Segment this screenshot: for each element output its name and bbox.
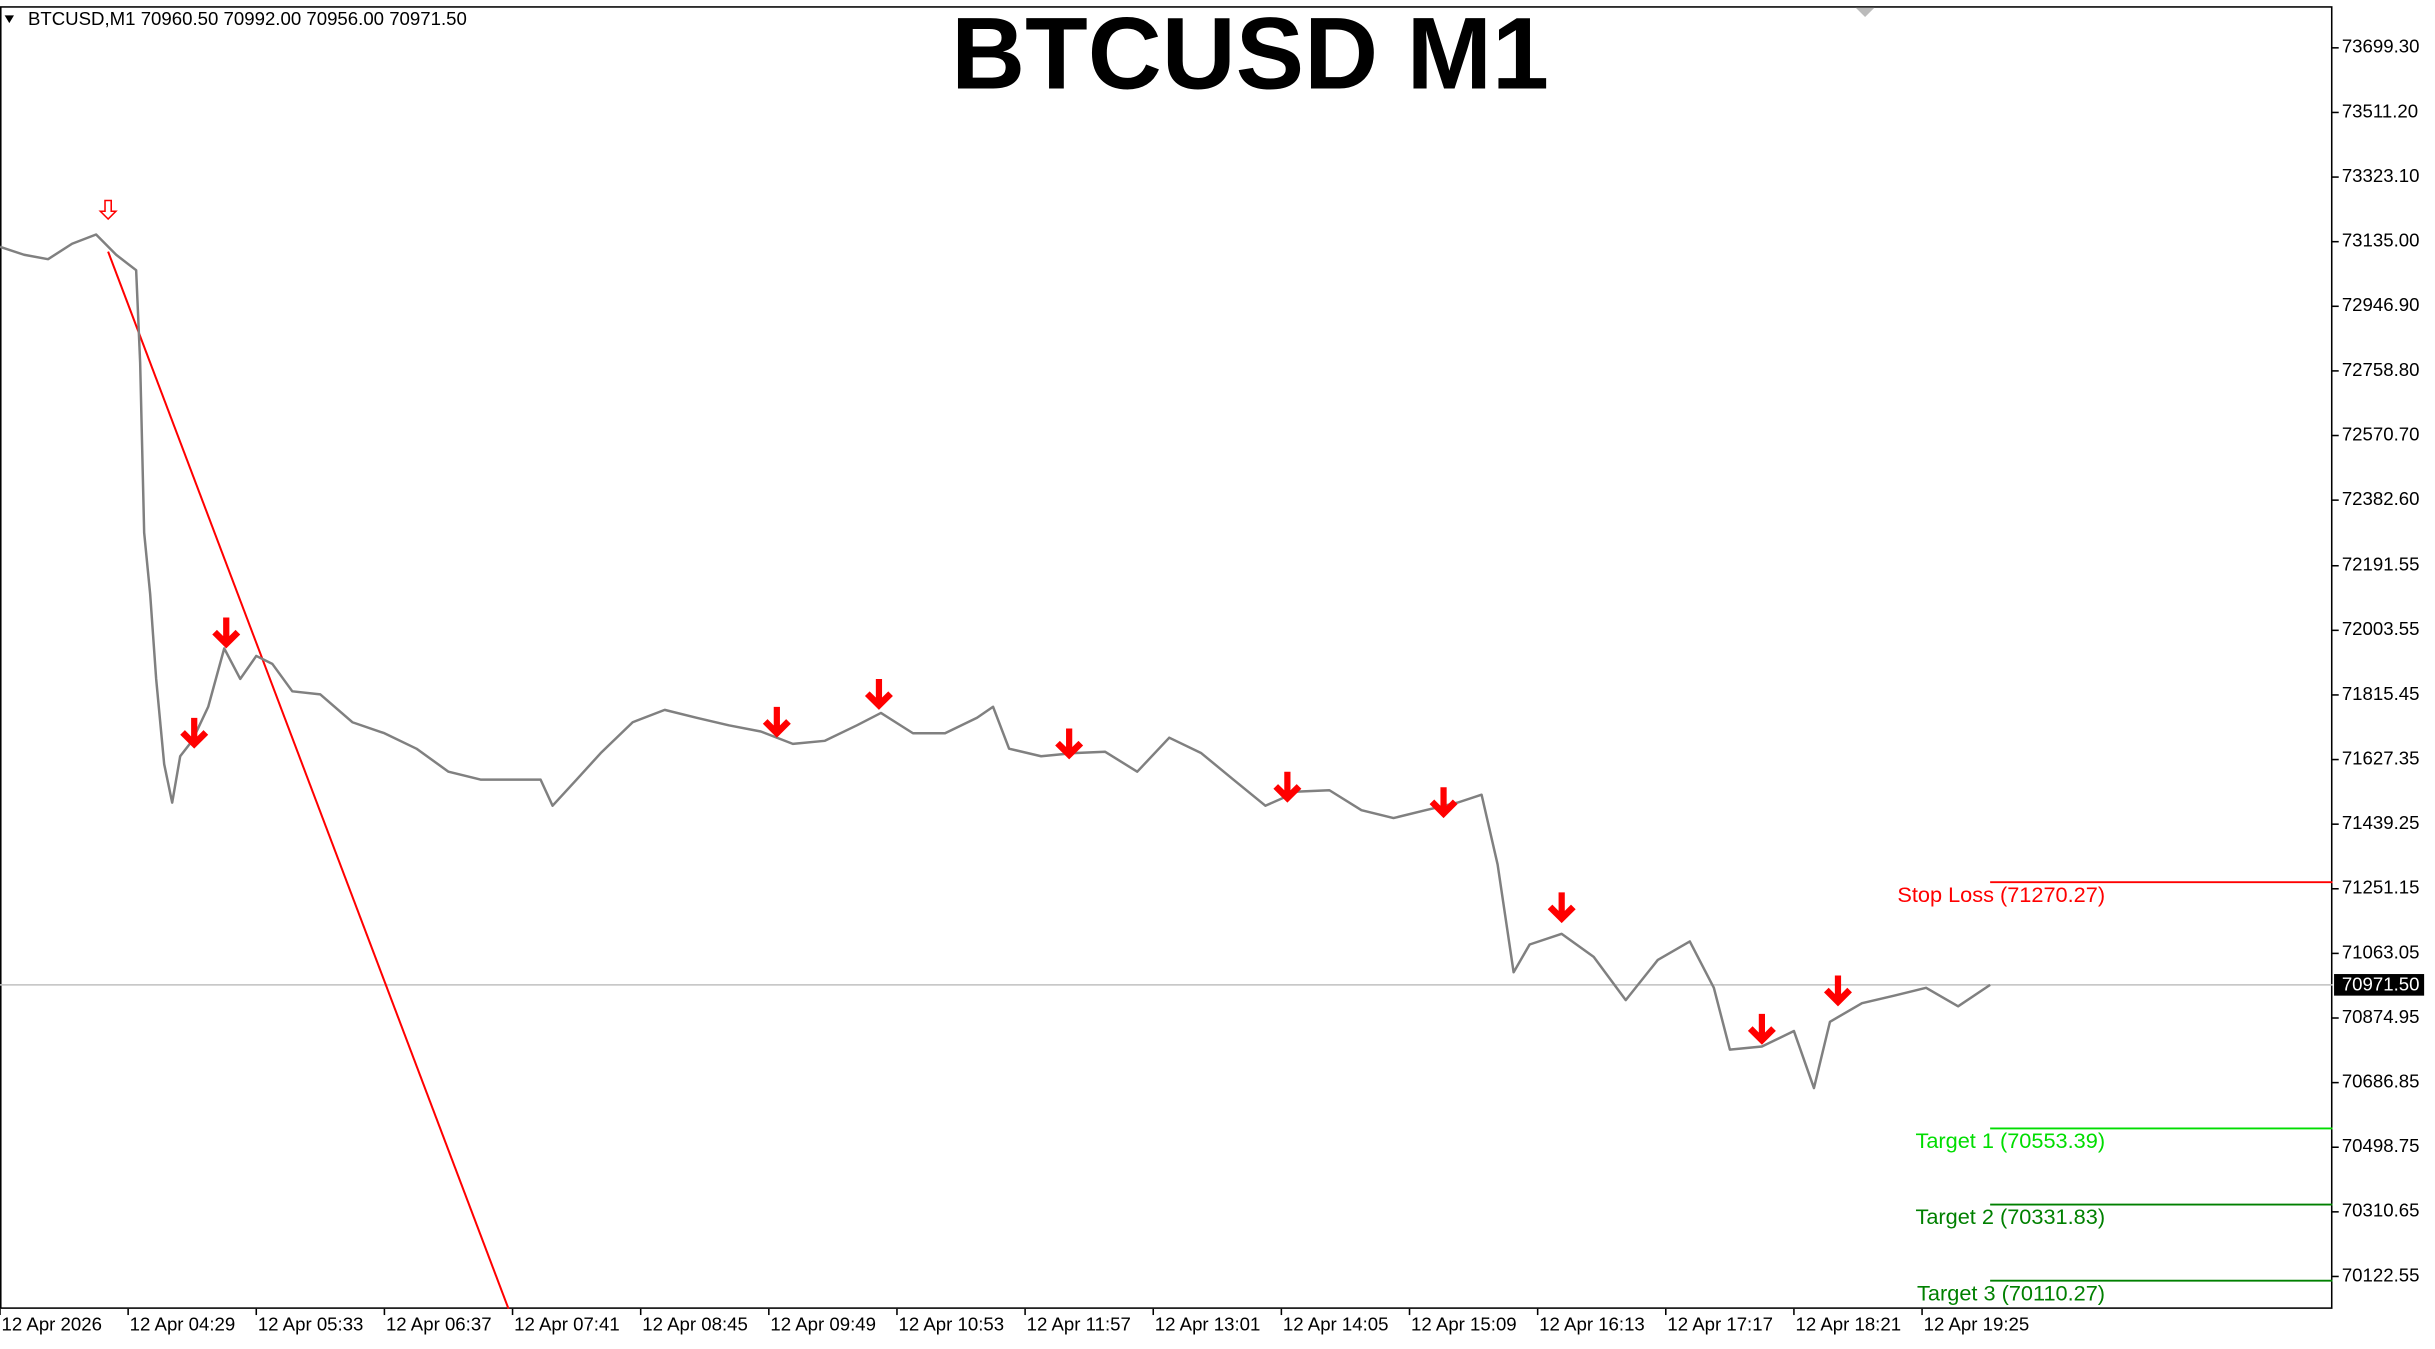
sell-arrow bbox=[1429, 787, 1458, 819]
scroll-marker bbox=[1855, 7, 1875, 17]
sell-arrow bbox=[864, 679, 893, 710]
sell-arrow bbox=[762, 706, 791, 738]
y-tick-label: 73135.00 bbox=[2342, 230, 2420, 251]
sell-arrow bbox=[1273, 771, 1302, 803]
y-tick-label: 70498.75 bbox=[2342, 1135, 2420, 1156]
y-tick-label: 70874.95 bbox=[2342, 1006, 2420, 1027]
x-tick-label: 12 Apr 16:13 bbox=[1539, 1314, 1645, 1335]
trendline bbox=[107, 251, 510, 1309]
sell-arrow bbox=[180, 717, 209, 749]
x-tick-label: 12 Apr 10:53 bbox=[899, 1314, 1005, 1335]
y-tick-label: 71439.25 bbox=[2342, 812, 2420, 833]
plot-frame bbox=[0, 6, 2333, 1309]
sell-arrow bbox=[1055, 728, 1084, 760]
signal-marker bbox=[98, 199, 118, 221]
level-label: Stop Loss (71270.27) bbox=[1897, 882, 2105, 907]
level-label: Target 1 (70553.39) bbox=[1915, 1128, 2105, 1153]
chart-header: BTCUSD,M1 70960.50 70992.00 70956.00 709… bbox=[28, 8, 467, 29]
level-label: Target 3 (70110.27) bbox=[1917, 1280, 2105, 1305]
y-tick-label: 72946.90 bbox=[2342, 294, 2420, 315]
x-tick-label: 12 Apr 09:49 bbox=[770, 1314, 876, 1335]
x-tick-label: 12 Apr 06:37 bbox=[386, 1314, 492, 1335]
y-tick-label: 72191.55 bbox=[2342, 554, 2420, 575]
chart-title: BTCUSD M1 bbox=[951, 0, 1549, 111]
level-label: Target 2 (70331.83) bbox=[1915, 1204, 2105, 1229]
y-tick-label: 71251.15 bbox=[2342, 877, 2420, 898]
x-tick-label: 12 Apr 11:57 bbox=[1027, 1314, 1131, 1335]
y-tick-label: 70310.65 bbox=[2342, 1200, 2420, 1221]
x-tick-label: 12 Apr 13:01 bbox=[1155, 1314, 1261, 1335]
y-tick-label: 71627.35 bbox=[2342, 748, 2420, 769]
x-tick-label: 12 Apr 17:17 bbox=[1667, 1314, 1773, 1335]
x-tick-label: 12 Apr 08:45 bbox=[642, 1314, 748, 1335]
y-tick-label: 72570.70 bbox=[2342, 423, 2420, 444]
x-tick-label: 12 Apr 18:21 bbox=[1795, 1314, 1901, 1335]
x-tick-label: 12 Apr 14:05 bbox=[1283, 1314, 1389, 1335]
current-price-tag bbox=[2334, 974, 2425, 996]
menu-triangle[interactable] bbox=[4, 15, 14, 24]
sell-arrow bbox=[1747, 1013, 1776, 1045]
x-tick-label: 12 Apr 15:09 bbox=[1411, 1314, 1517, 1335]
plot-area bbox=[0, 199, 2333, 1309]
y-tick-label: 72758.80 bbox=[2342, 359, 2420, 380]
current-price-label: 70971.50 bbox=[2342, 974, 2420, 995]
x-tick-label: 12 Apr 07:41 bbox=[514, 1314, 620, 1335]
sell-arrow bbox=[212, 617, 241, 649]
y-tick-label: 71063.05 bbox=[2342, 941, 2420, 962]
x-tick-label: 12 Apr 04:29 bbox=[130, 1314, 236, 1335]
sell-arrow bbox=[1823, 975, 1852, 1007]
y-tick-label: 71815.45 bbox=[2342, 683, 2420, 704]
y-tick-label: 73511.20 bbox=[2342, 100, 2418, 121]
price-line bbox=[0, 233, 1991, 1090]
y-tick-label: 72003.55 bbox=[2342, 618, 2420, 639]
x-tick-label: 12 Apr 05:33 bbox=[258, 1314, 364, 1335]
y-tick-label: 72382.60 bbox=[2342, 488, 2420, 509]
y-tick-label: 73323.10 bbox=[2342, 165, 2420, 186]
y-tick-label: 73699.30 bbox=[2342, 36, 2420, 57]
y-tick-label: 70686.85 bbox=[2342, 1071, 2420, 1092]
y-tick-label: 70122.55 bbox=[2342, 1264, 2420, 1285]
sell-arrow bbox=[1547, 892, 1576, 924]
x-tick-label: 12 Apr 2026 bbox=[2, 1314, 102, 1335]
x-tick-label: 12 Apr 19:25 bbox=[1924, 1314, 2030, 1335]
